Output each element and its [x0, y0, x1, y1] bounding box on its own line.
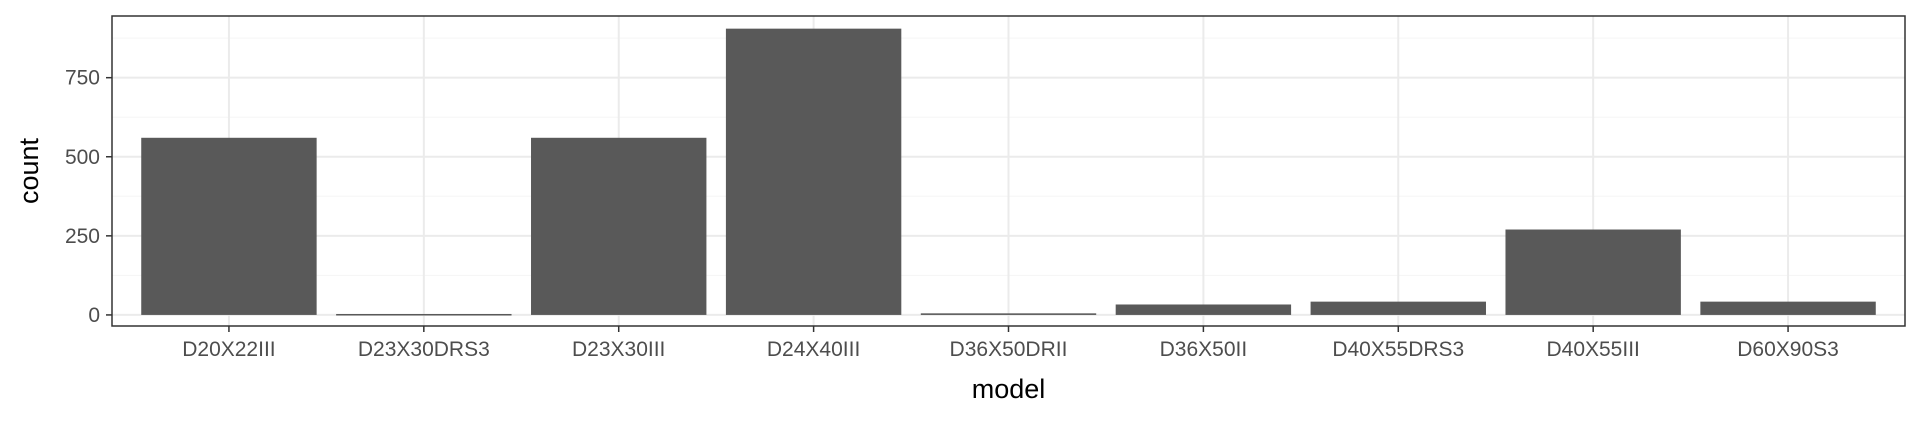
x-tick-label: D60X90S3: [1737, 338, 1839, 361]
x-tick-label: D23X30III: [572, 338, 665, 361]
bar-d36x50drii: [920, 313, 1097, 315]
bars: [141, 28, 1876, 316]
y-tick-label: 750: [65, 67, 100, 90]
y-axis: 0 250 500 750: [65, 67, 112, 327]
y-tick-label: 0: [88, 304, 100, 327]
bar-d23x30drs3: [336, 313, 512, 316]
y-tick-label: 250: [65, 225, 100, 248]
x-axis-title: model: [972, 374, 1046, 404]
y-tick-label: 500: [65, 146, 100, 169]
bar-d23x30iii: [531, 137, 707, 315]
x-tick-label: D40X55III: [1546, 338, 1639, 361]
bar-d40x55iii: [1505, 229, 1681, 315]
bar-d40x55drs3: [1310, 301, 1486, 315]
x-axis: D20X22III D23X30DRS3 D23X30III D24X40III D36…: [182, 326, 1839, 361]
y-axis-title: count: [14, 137, 44, 204]
bar-d36x50ii: [1115, 304, 1292, 315]
x-tick-label: D36X50DRII: [950, 338, 1068, 361]
bar-d20x22iii: [141, 137, 317, 315]
x-tick-label: D23X30DRS3: [358, 338, 490, 361]
x-tick-label: D20X22III: [182, 338, 275, 361]
x-tick-label: D24X40III: [767, 338, 860, 361]
x-tick-label: D36X50II: [1160, 338, 1248, 361]
bar-d60x90s3: [1700, 301, 1876, 315]
bar-d24x40iii: [725, 28, 902, 315]
x-tick-label: D40X55DRS3: [1332, 338, 1464, 361]
